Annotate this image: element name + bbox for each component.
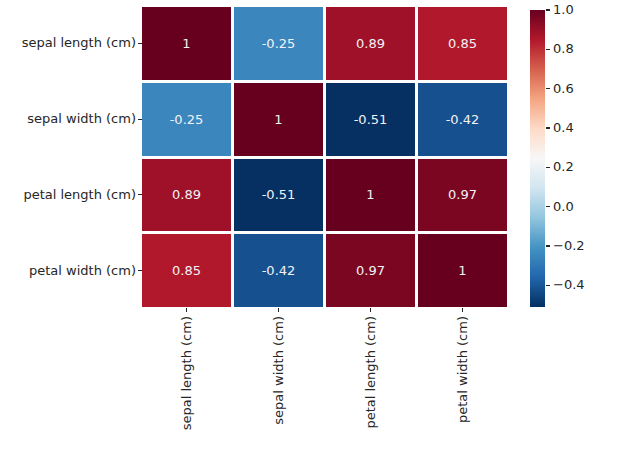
cell-value: 1	[366, 187, 374, 202]
cell-value: 1	[458, 263, 466, 278]
heatmap-cell: 1	[326, 159, 415, 232]
x-tick-label: sepal length (cm)	[179, 316, 195, 441]
heatmap-cell: 1	[142, 7, 231, 80]
y-tick-label: sepal width (cm)	[0, 110, 136, 128]
heatmap-cell: -0.25	[142, 83, 231, 156]
heatmap-cell: -0.51	[234, 159, 323, 232]
y-tick-label: petal length (cm)	[0, 186, 136, 204]
y-tick-mark	[138, 43, 142, 44]
y-tick-label: sepal length (cm)	[0, 34, 136, 52]
colorbar-tick-mark	[546, 167, 550, 168]
heatmap-cell: 1	[418, 234, 507, 307]
correlation-heatmap-figure: 1 -0.25 0.89 0.85 -0.25 1 -0.51 -0.42 0.89 -0.51 1…	[0, 0, 622, 472]
colorbar-tick-label: −0.2	[553, 237, 585, 255]
heatmap-cell: 0.85	[418, 7, 507, 80]
colorbar-tick-label: 0.6	[553, 80, 574, 98]
heatmap-grid: 1 -0.25 0.89 0.85 -0.25 1 -0.51 -0.42 0.89 -0.51 1…	[142, 7, 507, 307]
colorbar-tick-mark	[546, 88, 550, 89]
cell-value: -0.42	[446, 112, 480, 127]
y-tick-label: petal width (cm)	[0, 262, 136, 280]
x-tick-label: petal length (cm)	[363, 316, 379, 441]
colorbar-tick-mark	[546, 9, 550, 10]
x-tick-mark	[278, 308, 279, 312]
y-tick-mark	[138, 119, 142, 120]
y-tick-mark	[138, 194, 142, 195]
heatmap-cell: -0.42	[418, 83, 507, 156]
cell-value: 1	[274, 112, 282, 127]
heatmap-cell: 0.97	[418, 159, 507, 232]
colorbar-tick-label: 0.4	[553, 119, 574, 137]
colorbar-tick-label: 0.8	[553, 40, 574, 58]
cell-value: 0.89	[172, 187, 201, 202]
heatmap-cell: 0.89	[142, 159, 231, 232]
heatmap-cell: 0.97	[326, 234, 415, 307]
colorbar-tick-mark	[546, 245, 550, 246]
colorbar-tick-mark	[546, 49, 550, 50]
x-tick-label: sepal width (cm)	[271, 316, 287, 441]
cell-value: -0.51	[354, 112, 388, 127]
cell-value: -0.42	[262, 263, 296, 278]
colorbar	[530, 10, 545, 307]
y-tick-mark	[138, 270, 142, 271]
colorbar-tick-label: −0.4	[553, 276, 585, 294]
x-tick-label: petal width (cm)	[455, 316, 471, 441]
cell-value: 0.85	[448, 36, 477, 51]
heatmap-cell: -0.25	[234, 7, 323, 80]
heatmap-cell: -0.42	[234, 234, 323, 307]
cell-value: -0.25	[170, 112, 204, 127]
x-tick-mark	[370, 308, 371, 312]
cell-value: 0.97	[448, 187, 477, 202]
cell-value: 1	[182, 36, 190, 51]
colorbar-tick-mark	[546, 206, 550, 207]
heatmap-cell: 0.89	[326, 7, 415, 80]
heatmap-cell: -0.51	[326, 83, 415, 156]
cell-value: 0.97	[356, 263, 385, 278]
cell-value: 0.89	[356, 36, 385, 51]
heatmap-cell: 0.85	[142, 234, 231, 307]
cell-value: 0.85	[172, 263, 201, 278]
heatmap-cell: 1	[234, 83, 323, 156]
colorbar-tick-mark	[546, 127, 550, 128]
cell-value: -0.25	[262, 36, 296, 51]
colorbar-tick-mark	[546, 285, 550, 286]
colorbar-tick-label: 0.2	[553, 158, 574, 176]
cell-value: -0.51	[262, 187, 296, 202]
colorbar-tick-label: 0.0	[553, 198, 574, 216]
colorbar-tick-label: 1.0	[553, 1, 574, 19]
x-tick-mark	[462, 308, 463, 312]
x-tick-mark	[186, 308, 187, 312]
